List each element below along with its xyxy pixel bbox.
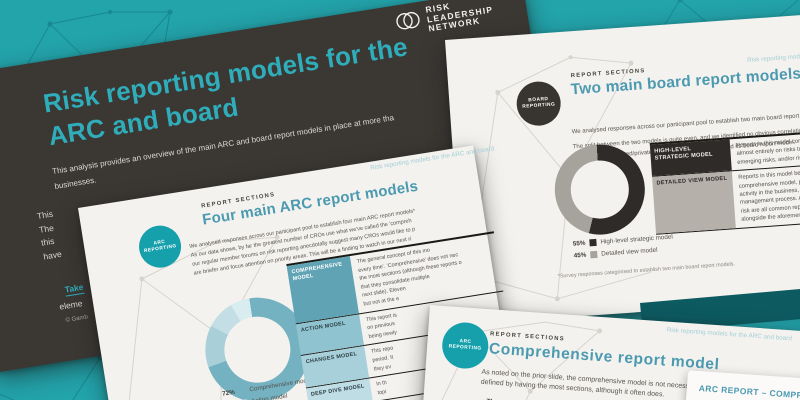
arc-reporting-badge: ARC REPORTING: [440, 321, 490, 371]
legend-swatch: [589, 238, 597, 246]
board-models-table: HIGH-LEVEL STRATEGIC MODEL Reports in th…: [649, 126, 800, 235]
logo-rings-icon: [393, 6, 424, 41]
take-a-look-link[interactable]: Take: [64, 281, 85, 297]
legend-value: 72%: [221, 388, 236, 398]
paragraph-fragment: have: [42, 248, 63, 262]
board-reporting-badge: BOARD REPORTING: [515, 80, 563, 128]
legend-swatch: [238, 386, 247, 395]
legend-value: 55%: [572, 239, 586, 248]
arc-report-card-label: ARC REPORT – COMPREHENSIVE: [698, 382, 800, 400]
paragraph-fragment: This: [36, 208, 54, 222]
legend-swatch: [590, 250, 598, 258]
occluded-paragraph: This The this have: [36, 207, 63, 264]
table-row-text: Reports in this model bear mor comprehen…: [732, 160, 800, 228]
board-donut-legend: 55% High-level strategic model 45% Detai…: [571, 231, 674, 262]
link-continuation-text: eleme: [58, 298, 84, 312]
slide-title: RISK LEADERSHIP NETWORK Risk reporting m…: [0, 0, 570, 373]
arc-report-card: ARC REPORT – COMPREHENSIVE: [682, 370, 800, 400]
footnote: *Survey responses categorised to establi…: [557, 261, 736, 280]
legend-value: 45%: [573, 251, 587, 260]
body-paragraph: As noted on the prior slide, the compreh…: [480, 368, 702, 400]
legend-label: Action model: [250, 392, 288, 400]
copyright-text: © Gamb: [65, 314, 89, 324]
slide-heading: Comprehensive report model: [488, 340, 721, 374]
running-header: Risk reporting models for the ARC and bo…: [746, 48, 800, 64]
table-row-label: DETAILED VIEW MODEL: [652, 171, 736, 234]
legend-label: Detailed view model: [601, 246, 658, 258]
table-row-label: HIGH-LEVEL STRATEGIC MODEL: [649, 139, 732, 177]
table-row-label: COMPREHENSIVE MODEL: [286, 256, 359, 323]
risk-leadership-network-logo: RISK LEADERSHIP NETWORK: [393, 0, 495, 40]
arc-reporting-badge: ARC REPORTING: [136, 222, 185, 271]
running-header: Risk reporting models for the ARC and bo…: [666, 326, 793, 343]
